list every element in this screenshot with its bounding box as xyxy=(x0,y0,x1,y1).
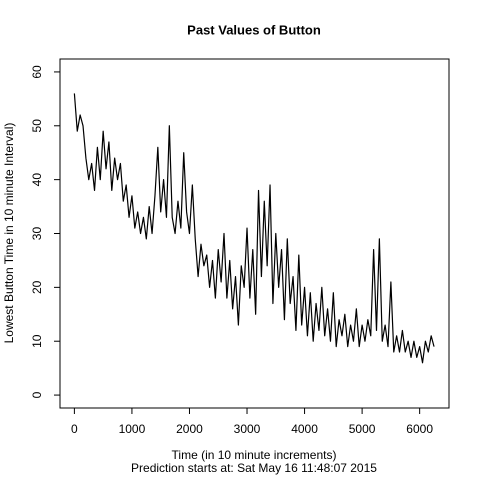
y-tick-label: 40 xyxy=(30,173,44,187)
y-tick-label: 50 xyxy=(30,119,44,133)
x-tick-label: 1000 xyxy=(119,422,146,436)
chart-title: Past Values of Button xyxy=(187,22,321,37)
x-tick-label: 4000 xyxy=(291,422,318,436)
x-tick-label: 0 xyxy=(71,422,78,436)
x-tick-label: 5000 xyxy=(349,422,376,436)
y-axis-label: Lowest Button Time in 10 minute Interval… xyxy=(2,123,16,344)
y-tick-label: 30 xyxy=(30,227,44,241)
y-tick-label: 0 xyxy=(30,391,44,398)
x-axis-label: Time (in 10 minute increments) xyxy=(172,448,337,462)
y-tick-label: 20 xyxy=(30,280,44,294)
x-tick-label: 2000 xyxy=(176,422,203,436)
plot-frame xyxy=(59,58,450,409)
y-tick-label: 60 xyxy=(30,65,44,79)
x-tick-label: 3000 xyxy=(234,422,261,436)
subtitle: Prediction starts at: Sat May 16 11:48:0… xyxy=(131,461,377,475)
y-tick-label: 10 xyxy=(30,334,44,348)
data-line xyxy=(73,93,435,364)
x-tick-label: 6000 xyxy=(406,422,433,436)
